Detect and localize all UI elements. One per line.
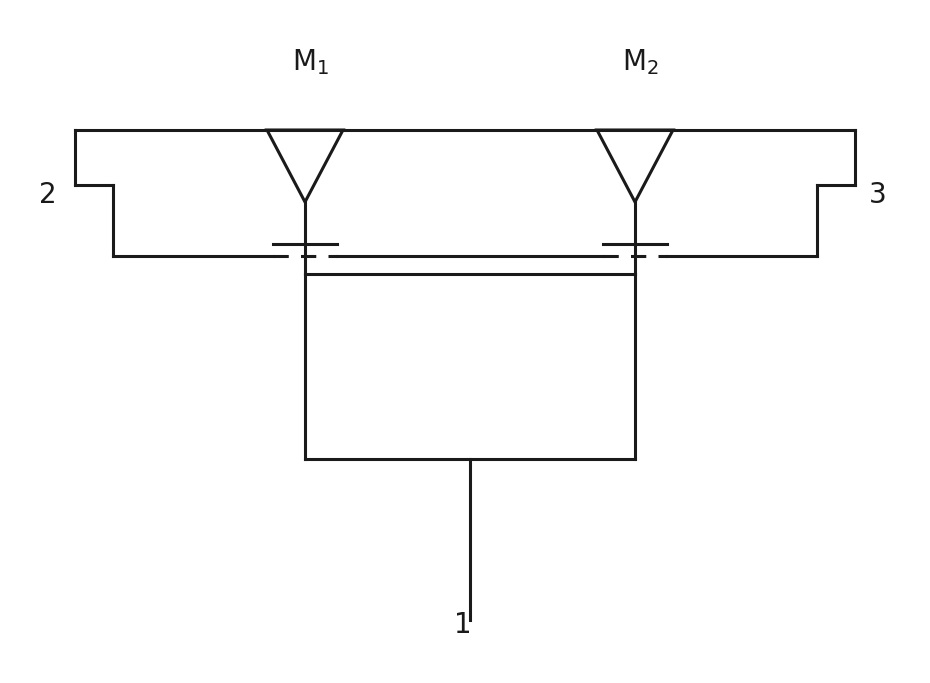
Text: 2: 2 <box>39 181 57 209</box>
Text: M$_2$: M$_2$ <box>621 47 658 77</box>
Text: M$_1$: M$_1$ <box>292 47 328 77</box>
Text: 3: 3 <box>870 181 887 209</box>
Text: 1: 1 <box>454 611 472 639</box>
